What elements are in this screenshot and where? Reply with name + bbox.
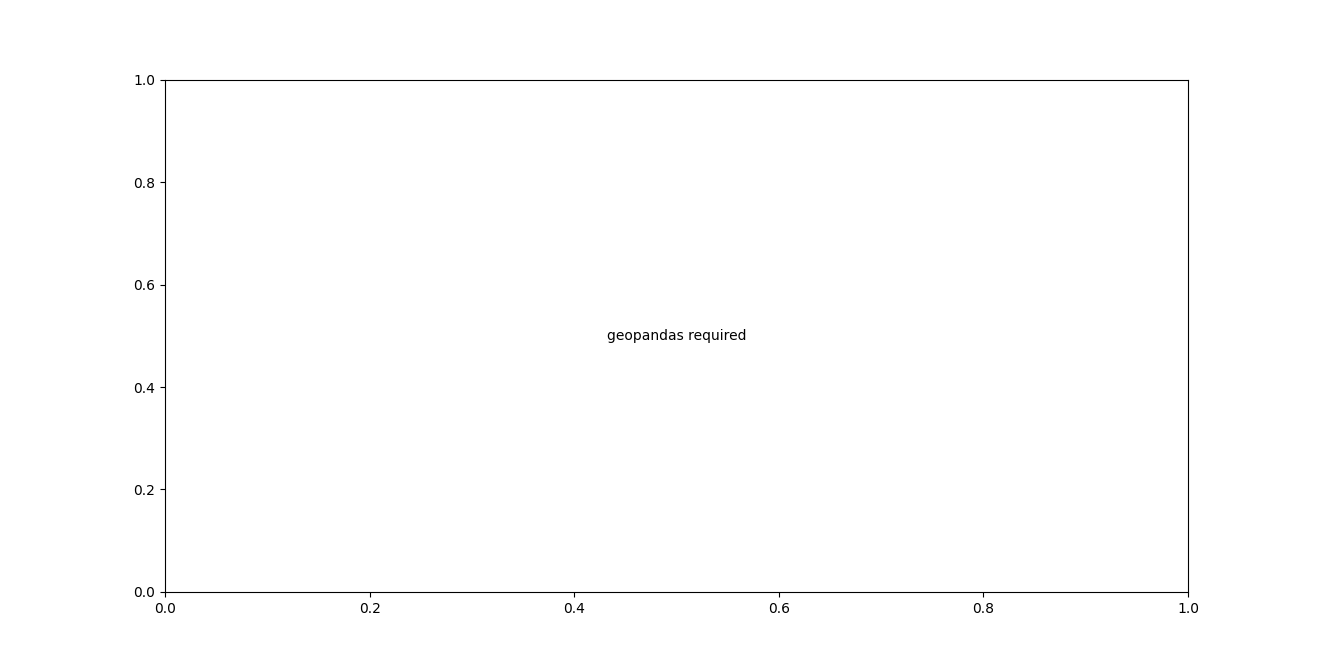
Text: geopandas required: geopandas required [607,329,746,343]
